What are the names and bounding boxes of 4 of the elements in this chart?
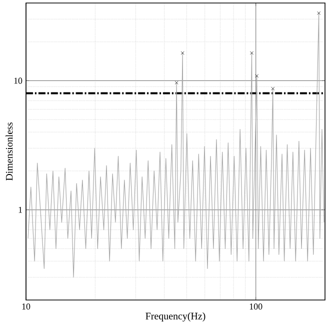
x-tick-label: 100 (250, 304, 262, 310)
y-axis-title: Dimensionless (6, 122, 13, 181)
x-axis-title: Frequency(Hz) (146, 312, 206, 322)
y-tick-label: 1 (18, 206, 22, 213)
